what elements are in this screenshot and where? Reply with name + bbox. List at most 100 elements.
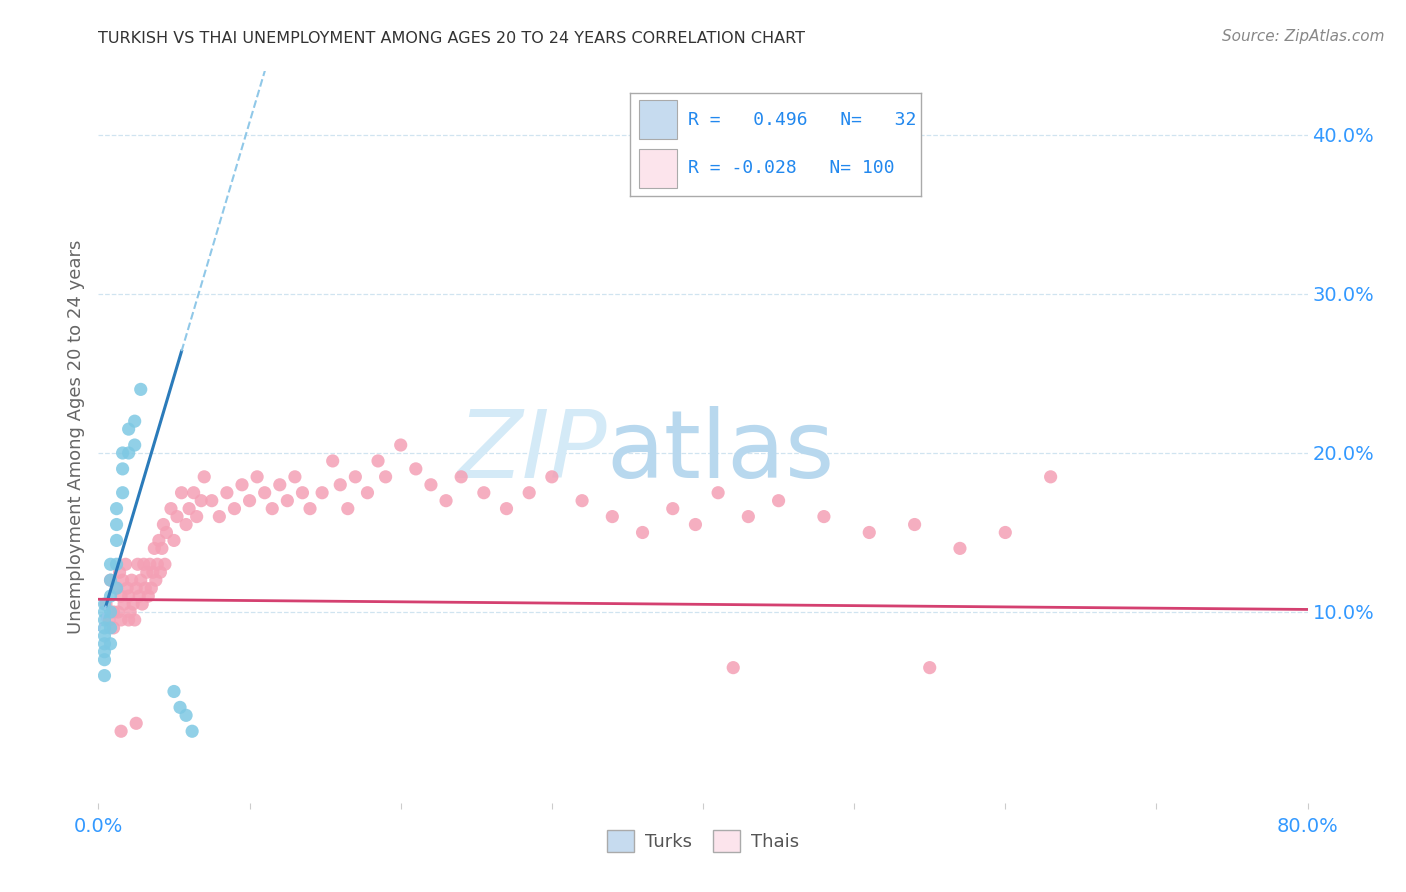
Thais xyxy=(152,517,174,532)
Thais xyxy=(420,477,443,491)
Thais xyxy=(949,541,972,556)
Thais xyxy=(904,517,927,532)
Thais xyxy=(571,493,593,508)
Turks xyxy=(105,517,128,532)
Thais xyxy=(768,493,790,508)
Thais xyxy=(124,613,146,627)
Thais xyxy=(239,493,262,508)
Thais xyxy=(107,605,129,619)
Thais xyxy=(405,462,427,476)
Thais xyxy=(145,573,167,587)
Thais xyxy=(246,470,269,484)
Thais xyxy=(472,485,495,500)
Thais xyxy=(120,605,142,619)
Thais xyxy=(115,581,138,595)
Thais xyxy=(155,525,177,540)
Thais xyxy=(135,566,157,580)
Thais xyxy=(105,581,128,595)
Thais xyxy=(127,558,149,572)
Thais xyxy=(356,485,378,500)
Thais xyxy=(143,541,166,556)
Thais xyxy=(858,525,880,540)
Thais xyxy=(122,597,145,611)
Turks xyxy=(105,581,128,595)
Thais xyxy=(540,470,562,484)
Thais xyxy=(918,660,941,674)
Thais xyxy=(434,493,457,508)
Thais xyxy=(253,485,276,500)
Thais xyxy=(685,517,707,532)
Thais xyxy=(150,541,173,556)
Turks xyxy=(93,668,115,682)
Turks xyxy=(105,501,128,516)
Thais xyxy=(329,477,352,491)
Thais xyxy=(208,509,231,524)
Thais xyxy=(112,597,135,611)
Thais xyxy=(269,477,291,491)
Thais xyxy=(193,470,215,484)
Thais xyxy=(149,566,172,580)
Thais xyxy=(98,613,121,627)
Text: Source: ZipAtlas.com: Source: ZipAtlas.com xyxy=(1222,29,1385,44)
Thais xyxy=(602,509,624,524)
Thais xyxy=(125,716,148,731)
Thais xyxy=(103,621,125,635)
Thais xyxy=(103,605,125,619)
Thais xyxy=(336,501,359,516)
Turks xyxy=(93,629,115,643)
Turks xyxy=(100,558,122,572)
Thais xyxy=(129,573,152,587)
Thais xyxy=(284,470,307,484)
Thais xyxy=(517,485,540,500)
Thais xyxy=(114,558,136,572)
Thais xyxy=(450,470,472,484)
Turks xyxy=(93,637,115,651)
Turks xyxy=(93,613,115,627)
Thais xyxy=(179,501,201,516)
Thais xyxy=(215,485,238,500)
Thais xyxy=(141,581,163,595)
Thais xyxy=(118,613,141,627)
Thais xyxy=(707,485,730,500)
Turks xyxy=(118,422,141,436)
Turks xyxy=(100,637,122,651)
Thais xyxy=(139,558,162,572)
Turks xyxy=(105,533,128,548)
Turks xyxy=(105,558,128,572)
Thais xyxy=(737,509,759,524)
Thais xyxy=(131,597,153,611)
Thais xyxy=(367,454,389,468)
Turks xyxy=(124,438,146,452)
Thais xyxy=(111,573,134,587)
Thais xyxy=(118,589,141,603)
Thais xyxy=(631,525,654,540)
Turks xyxy=(93,597,115,611)
Thais xyxy=(1039,470,1062,484)
Turks xyxy=(100,621,122,635)
Thais xyxy=(262,501,284,516)
Thais xyxy=(110,613,132,627)
Turks xyxy=(129,383,152,397)
Turks xyxy=(93,645,115,659)
Turks xyxy=(111,462,134,476)
Thais xyxy=(108,566,131,580)
Turks xyxy=(124,414,146,428)
Turks xyxy=(111,485,134,500)
Thais xyxy=(661,501,683,516)
Thais xyxy=(311,485,333,500)
Thais xyxy=(183,485,205,500)
Thais xyxy=(389,438,412,452)
Thais xyxy=(344,470,367,484)
Thais xyxy=(146,558,169,572)
Thais xyxy=(495,501,517,516)
Thais xyxy=(374,470,396,484)
Thais xyxy=(166,509,188,524)
Thais xyxy=(125,581,148,595)
Thais xyxy=(110,724,132,739)
Text: atlas: atlas xyxy=(606,406,835,498)
Turks xyxy=(118,446,141,460)
Thais xyxy=(110,589,132,603)
Thais xyxy=(163,533,186,548)
Thais xyxy=(136,589,159,603)
Turks xyxy=(181,724,204,739)
